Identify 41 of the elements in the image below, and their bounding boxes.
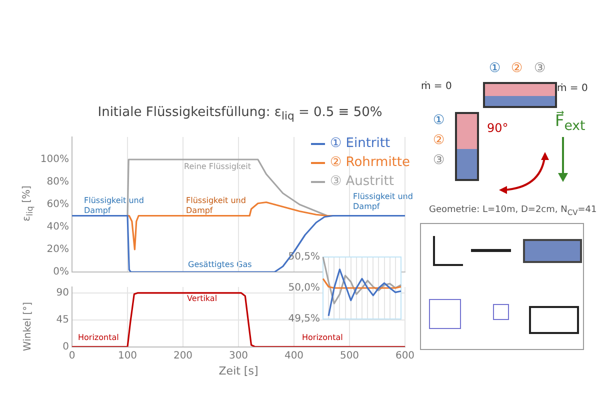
y-tick-label: 0% — [53, 266, 69, 278]
text: ① — [433, 113, 445, 128]
text: F⃗$_{ext}$ — [555, 111, 586, 134]
text: ① — [489, 61, 501, 76]
legend-label: ② Rohrmitte — [330, 155, 410, 170]
annotation: Horizontal — [302, 333, 343, 343]
x-tick-label: 400 — [284, 350, 304, 362]
legend-label: ① Eintritt — [330, 136, 390, 151]
text: ② — [433, 133, 445, 148]
annotation: Flüssigkeit und Dampf — [84, 196, 145, 216]
text: 90° — [487, 121, 508, 135]
chart-title: Initiale Flüssigkeitsfüllung: ε$_{liq}$ = 0.5 ≡ 50% — [96, 105, 384, 123]
y-tick-label: 40% — [46, 222, 69, 233]
y-tick-label: 20% — [46, 244, 69, 256]
annotation: Flüssigkeit und Dampf — [186, 196, 247, 216]
x-tick-label: 600 — [395, 350, 415, 362]
y-tick-label: 50,0% — [288, 282, 320, 294]
annotation: Vertikal — [187, 294, 218, 304]
y-tick-label: 100% — [40, 154, 69, 166]
text: ② — [511, 61, 523, 76]
legend-label: ③ Austritt — [330, 174, 394, 189]
y-tick-label: 60% — [46, 199, 69, 210]
x-tick-label: 300 — [228, 350, 248, 362]
text: Geometrie: L=10m, D=2cm, N$_{CV}$=41 — [429, 205, 597, 217]
y-axis-title: Winkel [°] — [22, 302, 34, 352]
y-tick-label: 0 — [62, 341, 69, 352]
y-tick-label: 80% — [46, 176, 69, 188]
annotation: Flüssigkeit und Dampf — [353, 192, 414, 212]
y-tick-label: 45 — [56, 314, 69, 326]
x-tick-label: 500 — [340, 350, 360, 362]
text: ṁ = 0 — [421, 81, 452, 92]
y-tick-label: 49,5% — [288, 314, 320, 325]
text: ③ — [433, 153, 445, 168]
text: ③ — [534, 61, 546, 76]
text: ṁ = 0 — [557, 83, 588, 94]
x-axis-title: Zeit [s] — [218, 364, 258, 378]
x-tick-label: 200 — [173, 350, 193, 362]
annotation: Horizontal — [78, 333, 119, 343]
x-tick-label: 100 — [118, 350, 138, 362]
annotation: Reine Flüssigkeit — [184, 162, 252, 172]
y-tick-label: 90 — [56, 288, 69, 299]
